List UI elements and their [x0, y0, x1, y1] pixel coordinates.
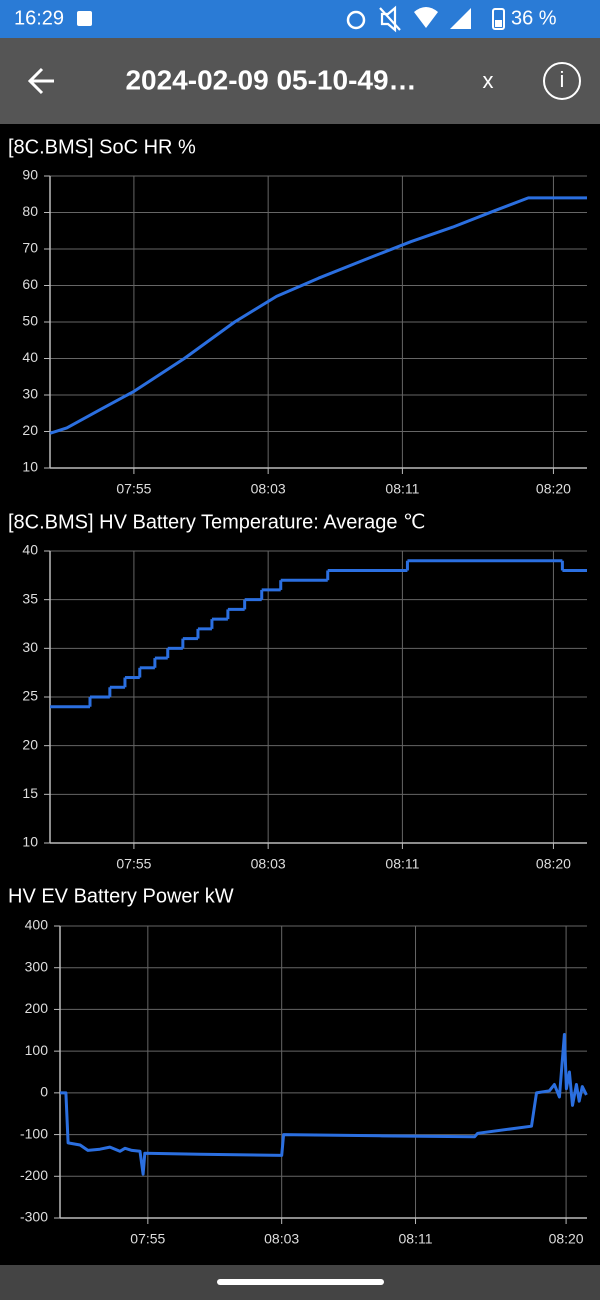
y-tick-label: 40 — [22, 542, 38, 558]
y-tick-label: 200 — [25, 1000, 49, 1016]
data-line — [60, 1033, 588, 1176]
y-tick-label: 40 — [22, 349, 38, 365]
info-button[interactable] — [543, 62, 581, 100]
y-tick-label: 30 — [22, 386, 38, 402]
y-tick-label: 70 — [22, 240, 38, 256]
battery-text: 36 % — [511, 7, 557, 29]
y-tick-label: -300 — [20, 1209, 48, 1225]
x-tick-label: 08:03 — [251, 481, 286, 497]
y-tick-label: 35 — [22, 590, 38, 606]
chart-title: [8C.BMS] SoC HR % — [8, 136, 196, 158]
x-tick-label: 08:20 — [549, 1231, 584, 1247]
battery-icon — [492, 8, 505, 30]
x-tick-label: 08:20 — [536, 856, 571, 872]
y-tick-label: 60 — [22, 276, 38, 292]
status-time: 16:29 — [14, 7, 64, 29]
home-indicator[interactable] — [217, 1279, 384, 1285]
x-tick-label: 07:55 — [130, 1231, 165, 1247]
signal-icon — [450, 8, 471, 29]
close-button[interactable]: x — [483, 68, 494, 93]
status-bar — [0, 0, 600, 38]
mute-icon — [379, 5, 401, 33]
y-tick-label: 10 — [22, 459, 38, 475]
info-label: i — [560, 67, 565, 92]
y-tick-label: 100 — [25, 1042, 49, 1058]
y-tick-label: 25 — [22, 688, 38, 704]
y-tick-label: 80 — [22, 203, 38, 219]
wifi-icon — [414, 7, 438, 28]
battery-level — [495, 20, 502, 27]
app-bar — [0, 38, 600, 124]
y-tick-label: 15 — [22, 785, 38, 801]
y-tick-label: -100 — [20, 1125, 48, 1141]
data-line — [49, 196, 587, 435]
x-tick-label: 08:11 — [385, 481, 419, 497]
y-tick-label: 20 — [22, 736, 38, 752]
chart-title: HV EV Battery Power kW — [8, 885, 234, 907]
x-tick-label: 08:03 — [251, 856, 286, 872]
y-tick-label: 50 — [22, 313, 38, 329]
y-tick-label: 300 — [25, 958, 49, 974]
y-tick-label: 20 — [22, 422, 38, 438]
x-tick-label: 08:11 — [399, 1231, 433, 1247]
alarm-icon — [346, 10, 366, 30]
y-tick-label: 90 — [22, 167, 38, 183]
x-tick-label: 07:55 — [116, 481, 151, 497]
notification-icon — [77, 11, 92, 26]
x-tick-label: 07:55 — [116, 856, 151, 872]
y-tick-label: 10 — [22, 834, 38, 850]
y-tick-label: -200 — [20, 1167, 48, 1183]
y-tick-label: 0 — [40, 1084, 48, 1100]
back-button[interactable] — [27, 67, 54, 95]
x-tick-label: 08:03 — [264, 1231, 299, 1247]
header-title: 2024-02-09 05-10-49… — [125, 64, 416, 95]
chart-title: [8C.BMS] HV Battery Temperature: Average… — [8, 511, 425, 533]
y-tick-label: 30 — [22, 639, 38, 655]
x-tick-label: 08:20 — [536, 481, 571, 497]
x-tick-label: 08:11 — [385, 856, 419, 872]
y-tick-label: 400 — [25, 917, 49, 933]
